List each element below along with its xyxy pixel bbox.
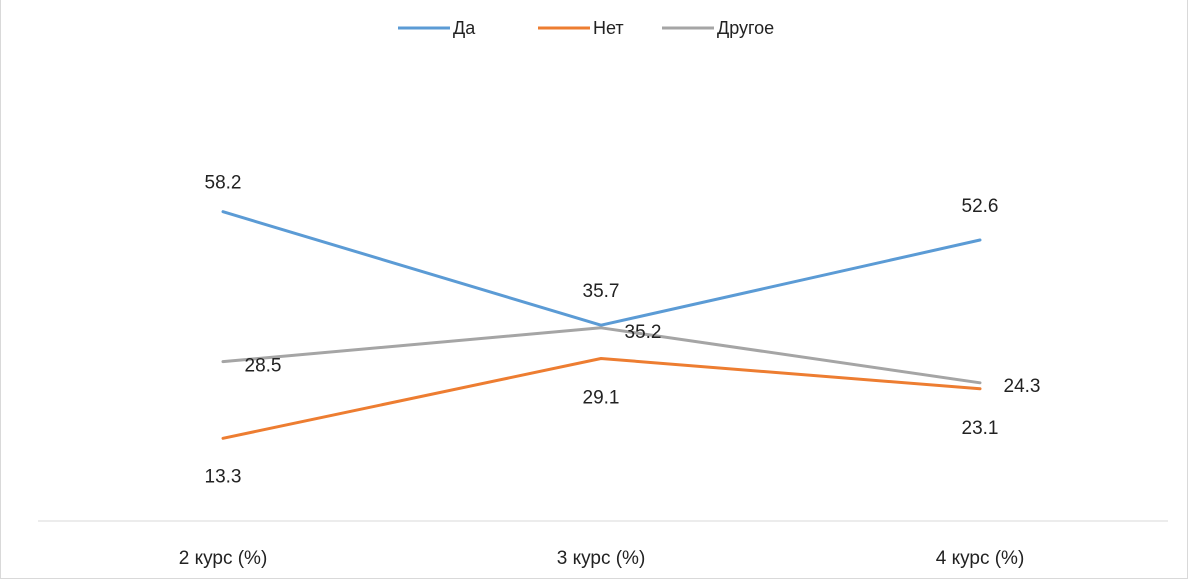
x-tick-label-1: 3 курс (%) [557, 548, 646, 569]
data-label-0-1: 35.7 [583, 281, 620, 302]
data-label-1-1: 29.1 [583, 388, 620, 409]
series-lines [221, 210, 982, 440]
data-label-2-1: 35.2 [625, 322, 662, 343]
data-label-0-2: 52.6 [962, 196, 999, 217]
x-tick-label-2: 4 курс (%) [936, 548, 1025, 569]
x-axis-tick-labels: 2 курс (%) 3 курс (%) 4 курс (%) [179, 548, 1025, 569]
legend-label-1: Нет [593, 18, 624, 38]
legend-label-0: Да [453, 18, 476, 38]
x-tick-label-0: 2 курс (%) [179, 548, 268, 569]
legend: Да Нет Другое [398, 18, 774, 38]
series-line-2 [221, 326, 982, 385]
data-label-1-0: 13.3 [205, 466, 242, 487]
series-line-1 [221, 357, 982, 440]
data-labels: 58.2 35.7 52.6 13.3 29.1 23.1 28.5 35.2 24.3 [205, 173, 1041, 488]
data-label-2-2: 24.3 [1004, 376, 1041, 397]
data-label-0-0: 58.2 [205, 173, 242, 194]
data-label-2-0: 28.5 [245, 356, 282, 377]
data-label-1-2: 23.1 [962, 418, 999, 439]
legend-label-2: Другое [717, 18, 774, 38]
series-line-0 [221, 210, 982, 327]
